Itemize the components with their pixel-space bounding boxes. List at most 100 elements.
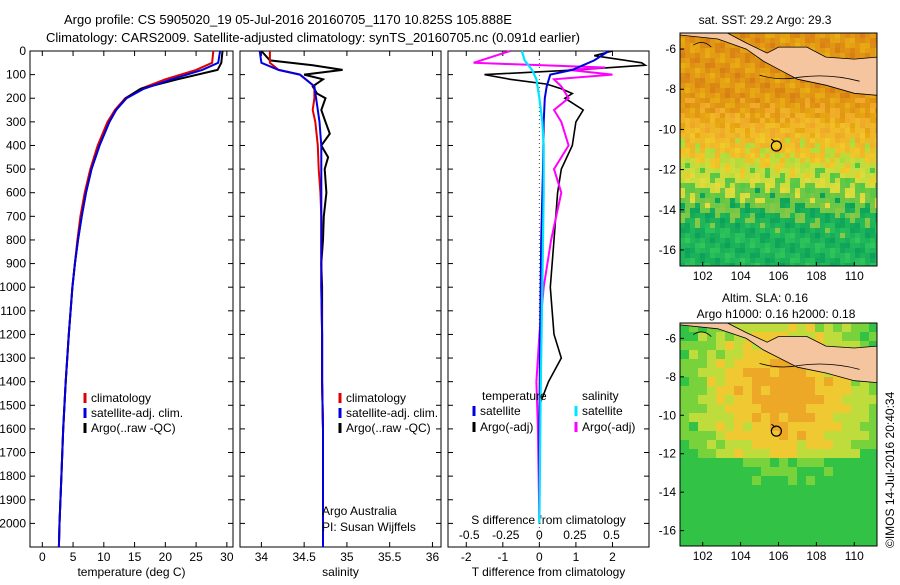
map-cell xyxy=(795,43,801,49)
map-cell xyxy=(840,218,846,224)
map-cell xyxy=(815,238,821,244)
map-cell xyxy=(716,377,726,387)
map-cell xyxy=(830,98,836,104)
map-cell xyxy=(740,178,746,184)
map-cell xyxy=(761,539,771,546)
temperature-argo-diff-line xyxy=(484,50,648,524)
map-cell xyxy=(820,38,826,44)
map-cell xyxy=(740,83,746,89)
map-cell xyxy=(698,323,708,333)
map-cell xyxy=(716,395,726,405)
map-cell xyxy=(779,440,789,450)
map-cell xyxy=(725,539,735,546)
map-cell xyxy=(680,108,686,114)
map-cell xyxy=(770,413,780,423)
map-cell xyxy=(860,38,866,44)
map-cell xyxy=(760,93,766,99)
map-cell xyxy=(810,83,816,89)
map-cell xyxy=(770,183,776,189)
map-cell xyxy=(765,123,771,129)
map-cell xyxy=(755,113,761,119)
map-cell xyxy=(770,377,780,387)
map-cell xyxy=(800,133,806,139)
map-cell xyxy=(755,38,761,44)
map-cell xyxy=(840,208,846,214)
map-cell xyxy=(745,53,751,59)
map-cell xyxy=(805,203,811,209)
map-cell xyxy=(755,63,761,69)
map-cell xyxy=(805,108,811,114)
map-cell xyxy=(745,193,751,199)
x-tick-label: 15 xyxy=(128,550,142,564)
map-cell xyxy=(775,73,781,79)
map-cell xyxy=(850,143,856,149)
map-cell xyxy=(690,38,696,44)
map-cell xyxy=(806,503,816,513)
map-cell xyxy=(715,178,721,184)
map-cell xyxy=(730,103,736,109)
map-cell xyxy=(810,198,816,204)
map-cell xyxy=(690,153,696,159)
map-cell xyxy=(845,208,851,214)
map-cell xyxy=(788,449,798,459)
map-cell xyxy=(765,98,771,104)
map-cell xyxy=(850,148,856,154)
map-cell xyxy=(685,133,691,139)
map-cell xyxy=(740,163,746,169)
map-cell xyxy=(840,43,846,49)
map-cell xyxy=(735,208,741,214)
map-cell xyxy=(855,138,861,144)
map-cell xyxy=(770,539,780,546)
map-cell xyxy=(824,521,834,531)
map-cell xyxy=(735,168,741,174)
map-cell xyxy=(760,78,766,84)
map-cell xyxy=(795,188,801,194)
map-cell xyxy=(842,332,852,342)
map-cell xyxy=(755,163,761,169)
map-cell xyxy=(755,153,761,159)
map-cell xyxy=(735,178,741,184)
map-cell xyxy=(780,198,786,204)
map-cell xyxy=(680,422,690,432)
map-cell xyxy=(740,193,746,199)
map-cell xyxy=(855,153,861,159)
map-cell xyxy=(860,93,866,99)
map-cell xyxy=(770,138,776,144)
map-cell xyxy=(760,233,766,239)
sst-profile-marker xyxy=(770,140,782,152)
map-cell xyxy=(795,233,801,239)
map-cell xyxy=(765,138,771,144)
map-cell xyxy=(695,143,701,149)
map-cell xyxy=(845,153,851,159)
map-cell xyxy=(734,458,744,468)
map-cell xyxy=(695,153,701,159)
map-cell xyxy=(690,108,696,114)
map-cell xyxy=(760,153,766,159)
map-cell xyxy=(750,63,756,69)
map-cell xyxy=(725,148,731,154)
map-cell xyxy=(869,503,877,513)
map-cell xyxy=(840,118,846,124)
map-cell xyxy=(685,48,691,54)
map-cell xyxy=(775,258,781,264)
map-cell xyxy=(865,208,871,214)
map-cell xyxy=(850,128,856,134)
map-cell xyxy=(735,103,741,109)
map-cell xyxy=(806,440,816,450)
map-cell xyxy=(705,93,711,99)
map-cell xyxy=(715,208,721,214)
map-cell xyxy=(725,73,731,79)
map-cell xyxy=(707,503,717,513)
map-cell xyxy=(735,108,741,114)
map-cell xyxy=(855,263,861,266)
map-cell xyxy=(875,208,877,214)
map-lon-label: 102 xyxy=(693,269,713,283)
map-cell xyxy=(833,404,843,414)
map-cell xyxy=(700,143,706,149)
map-cell xyxy=(715,88,721,94)
map-cell xyxy=(800,253,806,259)
map-cell xyxy=(830,253,836,259)
map-cell xyxy=(795,123,801,129)
map-cell xyxy=(800,143,806,149)
map-cell xyxy=(735,48,741,54)
